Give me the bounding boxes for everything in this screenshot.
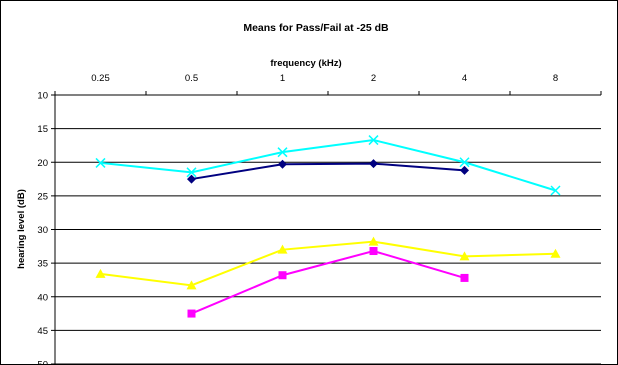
x-tick-label: 8 xyxy=(553,73,558,84)
axes xyxy=(51,91,602,364)
series-4-point xyxy=(369,247,378,256)
y-tick-label: 10 xyxy=(37,91,48,102)
series-2-line xyxy=(191,162,465,181)
y-axis-title: hearing level (dB) xyxy=(16,189,27,269)
x-tick-label: 0.5 xyxy=(185,73,198,84)
marker-stroke xyxy=(186,167,197,178)
y-tick-label: 25 xyxy=(37,191,48,202)
series-1-point xyxy=(95,157,106,168)
series-3-point xyxy=(95,268,106,278)
marker-stroke xyxy=(277,147,288,158)
series-2-point xyxy=(278,159,287,169)
x-tick-label: 0.25 xyxy=(91,73,110,84)
y-tick-label: 20 xyxy=(37,158,48,169)
series-4-line xyxy=(191,249,465,315)
y-tick-label: 30 xyxy=(37,225,48,236)
series-3-point xyxy=(368,236,379,246)
series-4-point xyxy=(187,309,196,318)
series-1-line xyxy=(100,139,556,192)
series-2-point xyxy=(460,165,469,175)
y-tick-label: 50 xyxy=(37,360,48,365)
series-1-point xyxy=(459,157,470,168)
series-4-point xyxy=(278,271,287,280)
marker-stroke xyxy=(550,185,561,196)
marker-stroke xyxy=(95,157,106,168)
series-1 xyxy=(95,135,561,196)
y-tick-labels: 10 15 20 25 30 35 40 45 50 xyxy=(37,91,48,365)
series-2 xyxy=(187,159,469,184)
y-tick-label: 40 xyxy=(37,292,48,303)
series-4 xyxy=(187,247,469,318)
series-1-point xyxy=(368,135,379,146)
x-tick-labels: 0.25 0.5 1 2 4 8 xyxy=(91,73,558,84)
series-layer xyxy=(95,135,561,318)
series-3-point xyxy=(277,244,288,254)
x-tick-label: 1 xyxy=(280,73,285,84)
series-3-point xyxy=(459,251,470,261)
series-4-point xyxy=(460,273,469,282)
series-2-point xyxy=(187,174,196,184)
x-tick-label: 2 xyxy=(371,73,376,84)
x-tick-label: 4 xyxy=(462,73,467,84)
series-3 xyxy=(95,236,561,290)
marker-stroke xyxy=(368,135,379,146)
x-axis-title: frequency (kHz) xyxy=(270,58,341,69)
series-3-point xyxy=(186,280,197,290)
y-tick-label: 35 xyxy=(37,259,48,270)
series-1-point xyxy=(550,185,561,196)
series-1-point xyxy=(186,167,197,178)
y-tick-label: 15 xyxy=(37,124,48,135)
chart-title: Means for Pass/Fail at -25 dB xyxy=(243,22,389,34)
series-3-line xyxy=(100,240,556,287)
series-3-point xyxy=(550,248,561,258)
y-tick-label: 45 xyxy=(37,326,48,337)
series-1-point xyxy=(277,147,288,158)
marker-stroke xyxy=(459,157,470,168)
grid-lines xyxy=(55,94,601,364)
series-2-point xyxy=(369,159,378,169)
